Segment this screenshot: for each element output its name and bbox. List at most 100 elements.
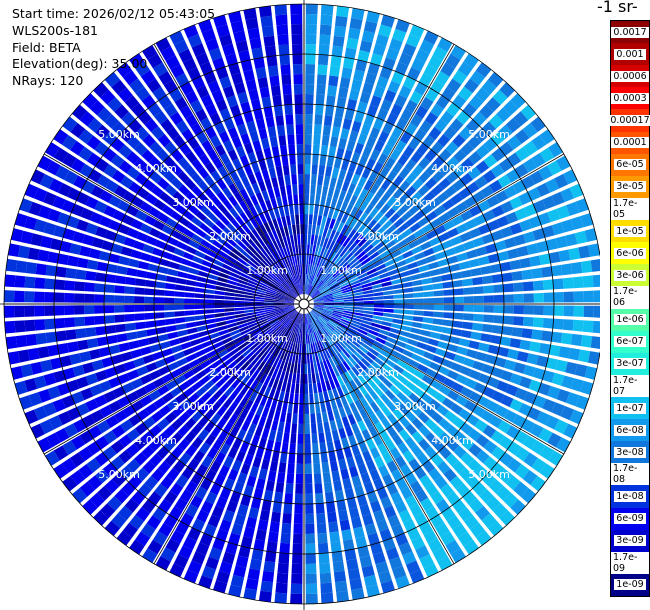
range-gate [70,122,86,138]
range-gate [298,264,301,275]
range-gate [249,257,260,266]
range-gate [418,424,431,437]
range-gate [376,519,389,532]
range-gate [304,284,306,294]
range-gate [128,474,143,489]
range-gate [247,423,257,435]
range-gate [228,584,242,598]
range-gate [214,121,226,135]
range-gate [164,184,177,197]
range-gate [375,397,386,409]
range-gate [184,316,196,322]
range-gate [19,198,33,213]
range-gate [310,264,315,275]
range-gate [215,528,229,542]
range-gate [142,460,156,474]
range-gate [210,460,222,473]
range-gate [61,199,75,213]
range-gate [505,475,521,491]
range-gate [201,259,213,268]
range-gate [161,251,173,260]
range-gate [193,450,205,463]
range-gate [345,203,354,215]
range-gate [254,203,263,215]
range-gate [507,348,519,360]
range-gate [418,73,433,87]
range-gate [329,282,339,289]
range-gate [497,250,510,262]
range-gate [440,531,456,546]
range-gate [263,386,272,398]
range-gate [304,244,307,255]
range-gate [361,282,372,289]
range-gate [193,398,205,410]
range-gate [253,539,265,551]
range-gate [135,321,146,330]
range-gate [129,53,145,69]
range-gate [154,289,165,296]
range-gate [164,141,178,155]
range-gate [333,116,343,128]
range-gate [212,389,224,401]
range-gate [359,325,370,333]
range-gate [369,183,380,195]
range-gate [216,570,230,584]
range-gate [366,247,377,257]
range-gate [310,413,316,424]
range-gate [439,266,451,275]
range-gate [108,400,122,413]
range-gate [126,331,138,341]
range-gate [275,165,283,177]
range-gate [388,268,399,276]
range-gate [362,145,373,158]
range-gate [233,230,244,240]
range-gate [280,316,290,324]
range-gate [569,409,584,425]
range-gate [458,467,473,482]
range-gate [385,547,400,561]
range-ring-label: 4.00km [431,162,473,175]
range-gate [298,353,302,364]
range-gate [298,184,304,195]
range-gate [264,364,272,376]
range-gate [226,361,237,371]
range-gate [225,53,238,66]
range-gate [354,197,364,209]
range-gate [316,84,326,95]
range-gate [75,269,87,280]
range-gate [234,203,244,215]
range-gate [263,210,272,222]
range-gate [292,322,297,332]
range-gate [352,314,363,320]
range-gate [295,285,300,296]
range-gate [319,329,326,339]
ray [72,310,297,504]
range-gate [264,232,272,244]
range-gate [295,312,300,323]
range-gate [552,278,564,290]
range-gate [201,140,213,153]
range-gate [142,134,156,148]
range-gate [308,312,313,323]
range-gate [231,351,242,361]
range-gate [182,536,197,550]
ray [8,243,295,303]
range-gate [308,285,313,296]
range-gate [274,275,283,284]
range-gate [214,290,225,296]
range-gate [332,268,341,278]
range-gate [277,562,289,574]
range-gate [347,182,357,195]
ray [311,104,536,298]
range-gate [351,8,365,20]
range-gate [509,196,523,210]
range-gate [264,302,274,304]
range-gate [364,523,377,536]
range-gate [325,400,332,412]
range-gate [334,243,342,254]
range-gate [568,247,581,261]
range-gate [71,435,86,450]
range-gate [348,507,360,519]
range-gate [228,62,241,76]
range-gate [372,551,386,565]
